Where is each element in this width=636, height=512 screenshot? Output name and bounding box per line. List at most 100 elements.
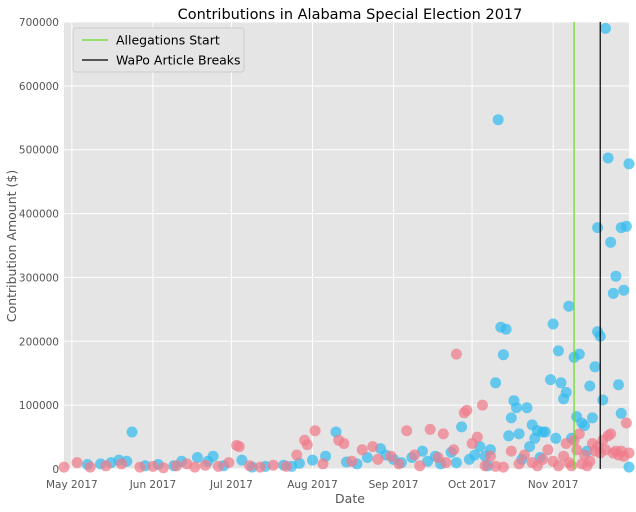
data-point-red <box>584 455 596 467</box>
data-point-blue <box>602 152 614 164</box>
y-axis-title: Contribution Amount ($) <box>4 170 19 322</box>
data-point-red <box>309 425 321 437</box>
data-point-red <box>518 449 530 461</box>
data-point-red <box>484 450 496 462</box>
x-axis-ticks: May 2017 Jun 2017 Jul 2017 Aug 2017 Sep 2017… <box>46 479 578 491</box>
x-axis-title: Date <box>335 491 365 506</box>
data-point-blue <box>613 379 624 391</box>
legend-label: Allegations Start <box>116 33 220 48</box>
data-point-blue <box>207 450 219 462</box>
data-point-blue <box>579 420 590 432</box>
data-point-blue <box>524 441 536 453</box>
data-point-red <box>212 460 224 472</box>
data-point-red <box>58 461 70 473</box>
data-point-red <box>84 461 96 473</box>
y-tick-label: 100000 <box>19 400 59 412</box>
data-point-red <box>542 444 554 456</box>
data-point-blue <box>555 377 567 389</box>
data-point-blue <box>521 402 533 414</box>
data-point-red <box>450 348 462 360</box>
data-point-red <box>157 462 169 474</box>
data-point-blue <box>563 300 575 312</box>
data-point-red <box>409 449 420 461</box>
data-point-red <box>244 460 256 472</box>
x-tick-label: Jun 2017 <box>129 479 176 491</box>
data-point-blue <box>623 158 635 170</box>
data-point-blue <box>126 426 138 438</box>
data-point-red <box>223 457 235 469</box>
data-point-red <box>199 459 211 471</box>
data-point-red <box>393 458 405 470</box>
x-tick-label: Sep 2017 <box>369 479 419 491</box>
event-lines <box>573 22 601 469</box>
y-axis-ticks: 0 100000 200000 300000 400000 500000 600000 700… <box>19 17 59 476</box>
data-point-red <box>116 458 127 470</box>
data-point-red <box>432 452 444 463</box>
x-tick-label: Jul 2017 <box>209 479 253 491</box>
data-point-red <box>233 441 245 453</box>
data-point-red <box>471 431 483 443</box>
data-point-red <box>367 441 379 453</box>
data-point-blue <box>586 412 598 424</box>
data-point-blue <box>456 421 468 433</box>
data-point-red <box>372 453 384 465</box>
data-point-blue <box>450 457 462 469</box>
data-point-red <box>505 445 517 457</box>
data-point-red <box>267 459 279 471</box>
data-point-blue <box>605 236 617 248</box>
data-point-blue <box>505 412 517 424</box>
data-point-red <box>171 460 182 472</box>
data-point-blue <box>307 454 318 466</box>
data-point-red <box>461 404 473 416</box>
data-point-red <box>385 450 397 462</box>
data-point-red <box>448 444 460 456</box>
data-point-red <box>71 457 83 469</box>
data-point-red <box>317 458 329 470</box>
data-point-blue <box>584 380 596 392</box>
y-tick-label: 400000 <box>19 209 59 221</box>
data-point-blue <box>550 432 562 444</box>
data-point-red <box>440 457 452 469</box>
data-point-blue <box>573 348 585 360</box>
data-point-red <box>414 460 426 472</box>
y-tick-label: 600000 <box>19 81 59 93</box>
data-point-blue <box>560 386 572 398</box>
data-point-red <box>513 458 525 470</box>
data-point-blue <box>539 426 551 438</box>
data-point-red <box>497 461 509 473</box>
data-point-red <box>147 460 159 472</box>
data-point-red <box>437 428 449 440</box>
data-point-blue <box>592 222 604 234</box>
data-point-blue <box>500 323 512 335</box>
data-point-blue <box>503 430 515 442</box>
y-tick-label: 200000 <box>19 336 59 348</box>
data-point-blue <box>191 452 203 463</box>
data-point-red <box>537 453 549 465</box>
data-point-red <box>623 447 635 459</box>
data-point-blue <box>620 220 632 232</box>
data-point-red <box>552 460 564 472</box>
data-point-red <box>477 399 488 411</box>
data-point-blue <box>610 270 622 282</box>
data-point-blue <box>511 402 522 414</box>
data-point-blue <box>597 394 609 406</box>
y-tick-label: 700000 <box>19 17 59 29</box>
data-point-red <box>280 460 292 472</box>
legend-label: WaPo Article Breaks <box>116 53 241 68</box>
x-tick-label: Oct 2017 <box>448 479 496 491</box>
data-point-blue <box>589 361 601 373</box>
data-point-blue <box>497 349 509 361</box>
data-point-red <box>134 461 146 473</box>
x-tick-label: May 2017 <box>46 479 98 491</box>
data-point-blue <box>492 114 504 126</box>
data-point-red <box>620 417 632 429</box>
data-point-blue <box>293 457 305 469</box>
data-point-red <box>424 423 436 435</box>
data-point-blue <box>236 454 248 466</box>
data-point-red <box>338 438 350 449</box>
data-point-blue <box>600 22 611 34</box>
data-point-red <box>301 439 313 451</box>
data-point-blue <box>469 449 481 461</box>
data-point-red <box>346 455 358 467</box>
